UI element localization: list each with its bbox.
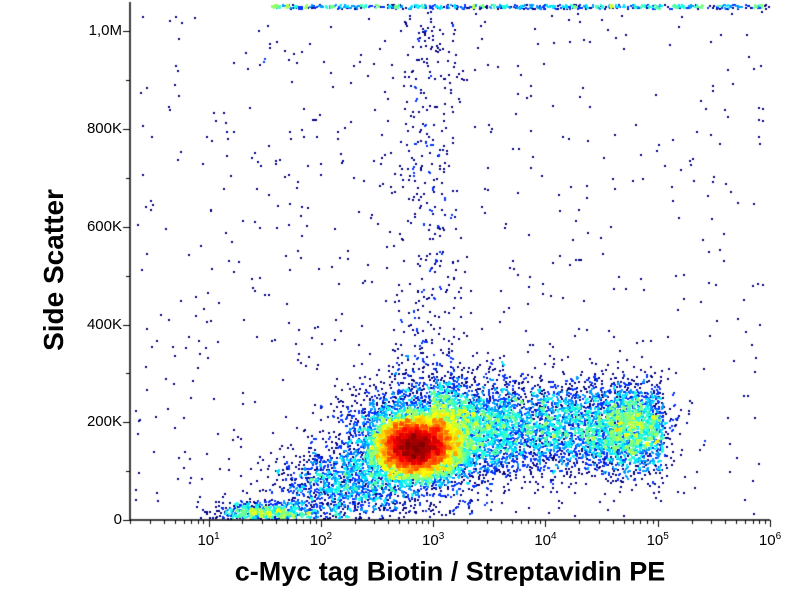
y-tick-label: 600K (86, 217, 122, 235)
x-tick-label: 104 (534, 531, 557, 549)
x-tick-label: 101 (197, 531, 220, 549)
x-tick-label: 103 (422, 531, 445, 549)
y-tick-label: 200K (86, 413, 122, 431)
x-tick-label: 105 (646, 531, 669, 549)
y-tick-label: 800K (86, 120, 122, 138)
y-tick-label: 1,0M (88, 22, 122, 40)
x-tick-label: 106 (758, 531, 782, 549)
x-tick-label: 102 (309, 531, 332, 549)
y-tick-label: 400K (86, 315, 122, 333)
y-tick-label: 0 (113, 511, 122, 528)
x-axis-title: c-Myc tag Biotin / Streptavidin PE (234, 556, 666, 587)
